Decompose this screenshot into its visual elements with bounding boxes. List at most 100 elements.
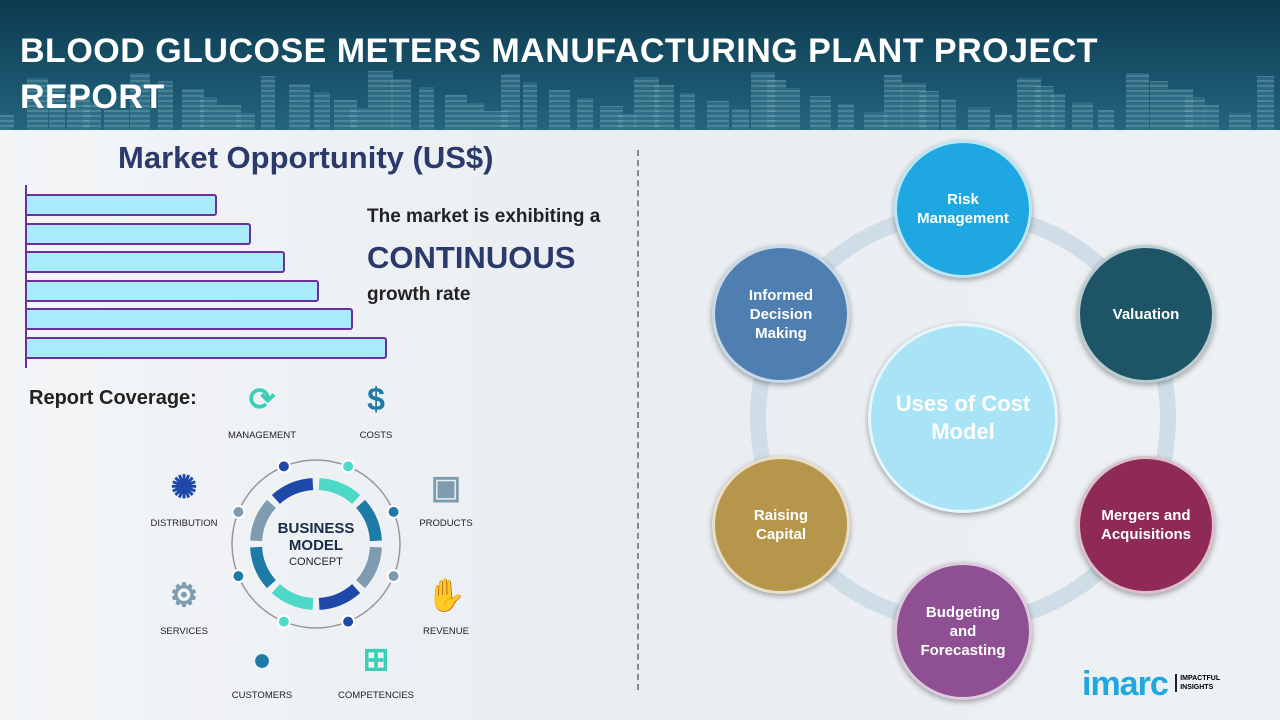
building — [599, 106, 623, 130]
building — [1228, 113, 1251, 130]
cost-model-item: Valuation — [1077, 245, 1215, 383]
building — [884, 75, 903, 130]
building — [391, 79, 412, 130]
network-icon: ✺ — [170, 469, 198, 505]
building — [130, 73, 151, 130]
building — [918, 91, 939, 130]
box-icon: ▣ — [430, 469, 462, 505]
building — [445, 95, 468, 130]
cost-model-item: Budgeting and Forecasting — [894, 562, 1032, 700]
coverage-label: DISTRIBUTION — [150, 518, 218, 529]
market-opportunity-title: Market Opportunity (US$) — [118, 140, 494, 175]
business-model-center: BUSINESS MODEL CONCEPT — [256, 520, 376, 571]
building — [941, 99, 956, 130]
building — [288, 84, 310, 130]
building — [968, 107, 991, 130]
center-line3: CONCEPT — [289, 556, 343, 568]
ring-node — [386, 569, 401, 584]
building — [1051, 94, 1066, 130]
market-highlight: CONTINUOUS — [367, 240, 576, 275]
building — [49, 86, 66, 130]
market-bar — [27, 251, 285, 273]
page-title: BLOOD GLUCOSE METERS MANUFACTURING PLANT… — [20, 32, 1099, 116]
building — [654, 85, 675, 130]
building — [786, 88, 801, 130]
logo-tagline2: INSIGHTS — [1180, 684, 1214, 691]
divider — [637, 150, 639, 690]
building — [260, 76, 275, 130]
building — [837, 104, 854, 130]
building — [418, 87, 434, 130]
ring-segment — [271, 478, 314, 505]
building — [0, 115, 14, 130]
building — [1098, 110, 1115, 130]
building — [500, 74, 520, 130]
building — [350, 108, 369, 130]
building — [1204, 105, 1219, 130]
building — [617, 114, 636, 130]
building — [1126, 73, 1150, 130]
building — [1072, 102, 1094, 130]
market-bar — [27, 222, 251, 245]
building — [522, 82, 537, 130]
building — [313, 92, 330, 130]
cost-model-item: Informed Decision Making — [712, 245, 850, 383]
building — [368, 71, 394, 130]
building — [157, 81, 173, 130]
market-text-line2: growth rate — [367, 284, 471, 305]
hierarchy-icon: ⊞ — [362, 641, 390, 677]
logo-brand: imarc — [1082, 665, 1169, 703]
ring-node — [276, 614, 291, 629]
market-bar — [27, 279, 319, 302]
ring-node — [386, 504, 401, 519]
building — [104, 110, 130, 130]
center-line1: BUSINESS — [277, 520, 355, 537]
market-bar — [27, 336, 387, 359]
lightbulb-cycle-icon: ⟳ — [248, 381, 276, 417]
hand-coins-icon: ✋ — [426, 577, 466, 613]
ring-segment — [271, 583, 314, 610]
building — [679, 93, 695, 130]
building — [1184, 97, 1205, 130]
market-bar — [27, 308, 353, 330]
cost-model-item: Mergers and Acquisitions — [1077, 456, 1215, 594]
business-model-ring — [231, 459, 401, 629]
ring-node — [276, 459, 291, 474]
building — [1256, 76, 1274, 130]
ring-segment — [355, 499, 382, 542]
cost-model-item: Risk Management — [894, 140, 1032, 278]
building — [707, 101, 730, 130]
coverage-label: SERVICES — [160, 626, 208, 637]
ring-segment — [355, 546, 382, 589]
center-line2: MODEL — [288, 537, 344, 554]
coverage-label: REVENUE — [423, 626, 469, 637]
logo-tagline1: IMPACTFUL — [1180, 675, 1221, 682]
building — [810, 96, 832, 130]
coverage-label: COMPETENCIES — [337, 690, 414, 701]
market-text-line1: The market is exhibiting a — [367, 206, 601, 227]
market-bar — [27, 194, 217, 216]
cost-model-center: Uses of Cost Model — [868, 323, 1058, 513]
building — [1034, 86, 1054, 130]
building — [236, 113, 255, 130]
header-banner: BLOOD GLUCOSE METERS MANUFACTURING PLANT… — [0, 0, 1280, 130]
building — [83, 102, 102, 130]
building — [181, 89, 204, 130]
building — [27, 78, 49, 130]
ring-segment — [250, 546, 277, 589]
building — [995, 115, 1013, 130]
ring-segment — [318, 583, 361, 610]
coverage-label: PRODUCTS — [419, 518, 473, 529]
coverage-label: MANAGEMENT — [227, 430, 297, 441]
ring-segment — [250, 499, 277, 542]
person-icon: ● — [252, 641, 272, 677]
ring-node — [341, 614, 356, 629]
ring-node — [231, 504, 246, 519]
money-bag-icon: $ — [367, 381, 385, 417]
gears-icon: ⚙ — [169, 577, 199, 613]
building — [576, 98, 593, 130]
building — [549, 90, 571, 130]
building — [863, 112, 887, 130]
ring-segment — [318, 478, 361, 505]
building — [731, 109, 749, 130]
